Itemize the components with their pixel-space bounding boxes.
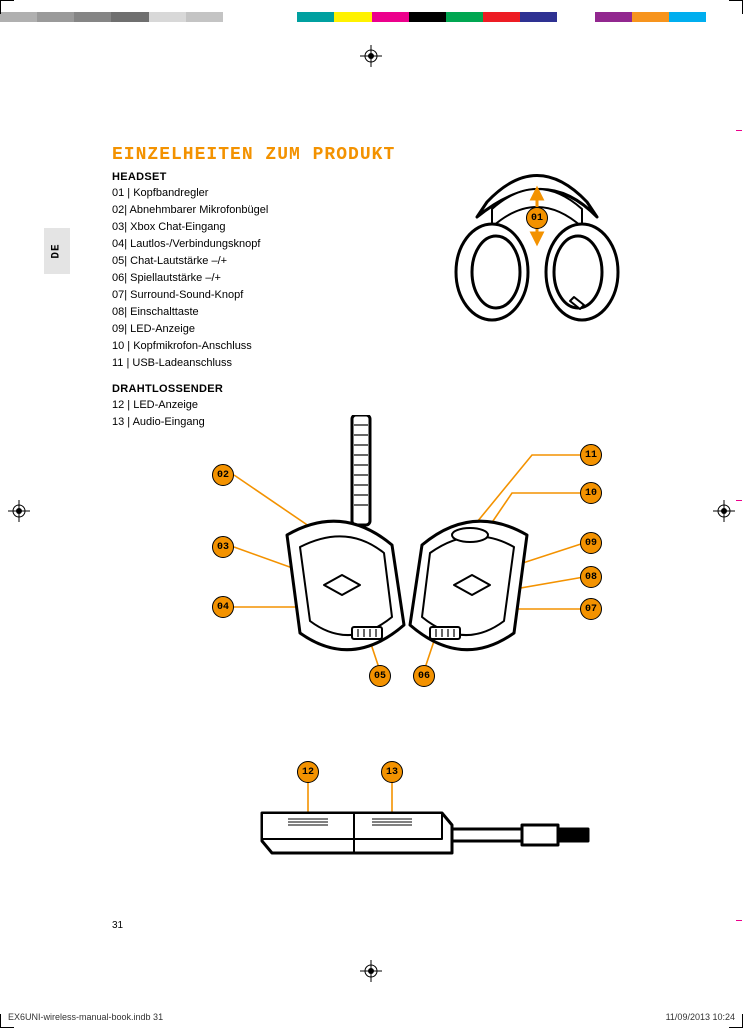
trim-tick bbox=[736, 130, 742, 131]
callout-badge-13: 13 bbox=[381, 761, 403, 783]
callout-badge-11: 11 bbox=[580, 444, 602, 466]
crop-mark bbox=[0, 0, 1, 14]
trim-tick bbox=[736, 500, 742, 501]
language-tab: DE bbox=[44, 228, 70, 274]
crop-mark bbox=[729, 0, 743, 1]
language-code: DE bbox=[51, 243, 63, 258]
callout-badge-12: 12 bbox=[297, 761, 319, 783]
headset-illustration: 01 bbox=[432, 157, 642, 347]
list-item: 12 | LED-Anzeige bbox=[112, 397, 672, 414]
callout-badge-08: 08 bbox=[580, 566, 602, 588]
registration-mark-icon bbox=[360, 45, 382, 67]
trim-tick bbox=[736, 920, 742, 921]
footer-filename: EX6UNI-wireless-manual-book.indb 31 bbox=[8, 1012, 163, 1022]
registration-mark-icon bbox=[8, 500, 30, 522]
list-item: 11 | USB-Ladeanschluss bbox=[112, 355, 672, 372]
registration-mark-icon bbox=[713, 500, 735, 522]
content-region: EINZELHEITEN ZUM PRODUKT HEADSET 01 | Ko… bbox=[112, 145, 672, 431]
callout-badge-10: 10 bbox=[580, 482, 602, 504]
callout-badge-03: 03 bbox=[212, 536, 234, 558]
section-heading-transmitter: DRAHTLOSSENDER bbox=[112, 383, 672, 395]
page-number: 31 bbox=[112, 920, 123, 931]
callout-badge-05: 05 bbox=[369, 665, 391, 687]
registration-mark-icon bbox=[360, 960, 382, 982]
footer-timestamp: 11/09/2013 10:24 bbox=[666, 1012, 735, 1022]
press-color-bar bbox=[0, 12, 743, 22]
callout-badge-07: 07 bbox=[580, 598, 602, 620]
crop-mark bbox=[0, 0, 14, 1]
crop-mark bbox=[0, 1014, 1, 1028]
callout-badge-06: 06 bbox=[413, 665, 435, 687]
callout-badge-04: 04 bbox=[212, 596, 234, 618]
callout-badge-01: 01 bbox=[526, 207, 548, 229]
callout-badge-09: 09 bbox=[580, 532, 602, 554]
callout-badge-02: 02 bbox=[212, 464, 234, 486]
transmitter-illustration: 12 13 bbox=[242, 755, 602, 875]
earcups-illustration: 02 03 04 05 06 07 08 09 10 11 bbox=[192, 415, 622, 735]
